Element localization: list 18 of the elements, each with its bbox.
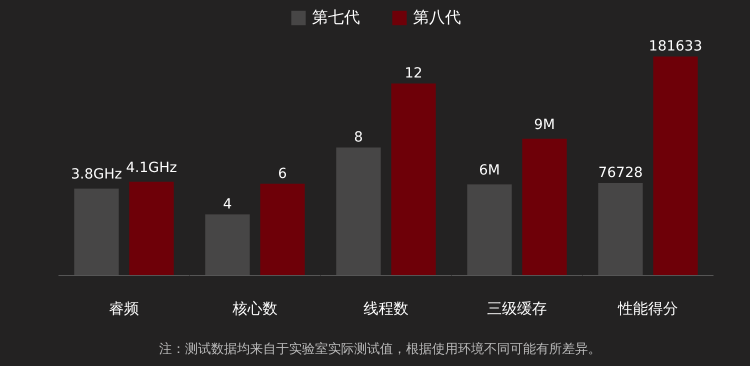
x-tick-label: 性能得分 <box>617 300 678 318</box>
data-label: 6M <box>478 162 500 178</box>
data-label: 3.8GHz <box>70 166 122 183</box>
legend-label: 第八代 <box>413 7 461 28</box>
data-label: 4.1GHz <box>126 160 178 176</box>
x-tick-label: 三级缓存 <box>487 300 547 318</box>
text: 注：测试数据均来自于实验室实际测试值，根据使用环境不同可能有所差异。 <box>159 341 601 359</box>
data-label: 12 <box>404 66 422 82</box>
x-tick-label: 线程数 <box>364 300 408 318</box>
data-label: 8 <box>354 130 363 146</box>
legend-label: 第七代 <box>312 7 360 28</box>
data-label: 9M <box>534 116 556 133</box>
x-tick-label: 核心数 <box>232 300 278 318</box>
data-label: 4 <box>223 196 232 212</box>
data-label: 6 <box>278 166 288 182</box>
data-label: 76728 <box>598 164 643 181</box>
data-label: 181633 <box>648 38 702 54</box>
x-tick-label: 睿频 <box>109 300 139 318</box>
